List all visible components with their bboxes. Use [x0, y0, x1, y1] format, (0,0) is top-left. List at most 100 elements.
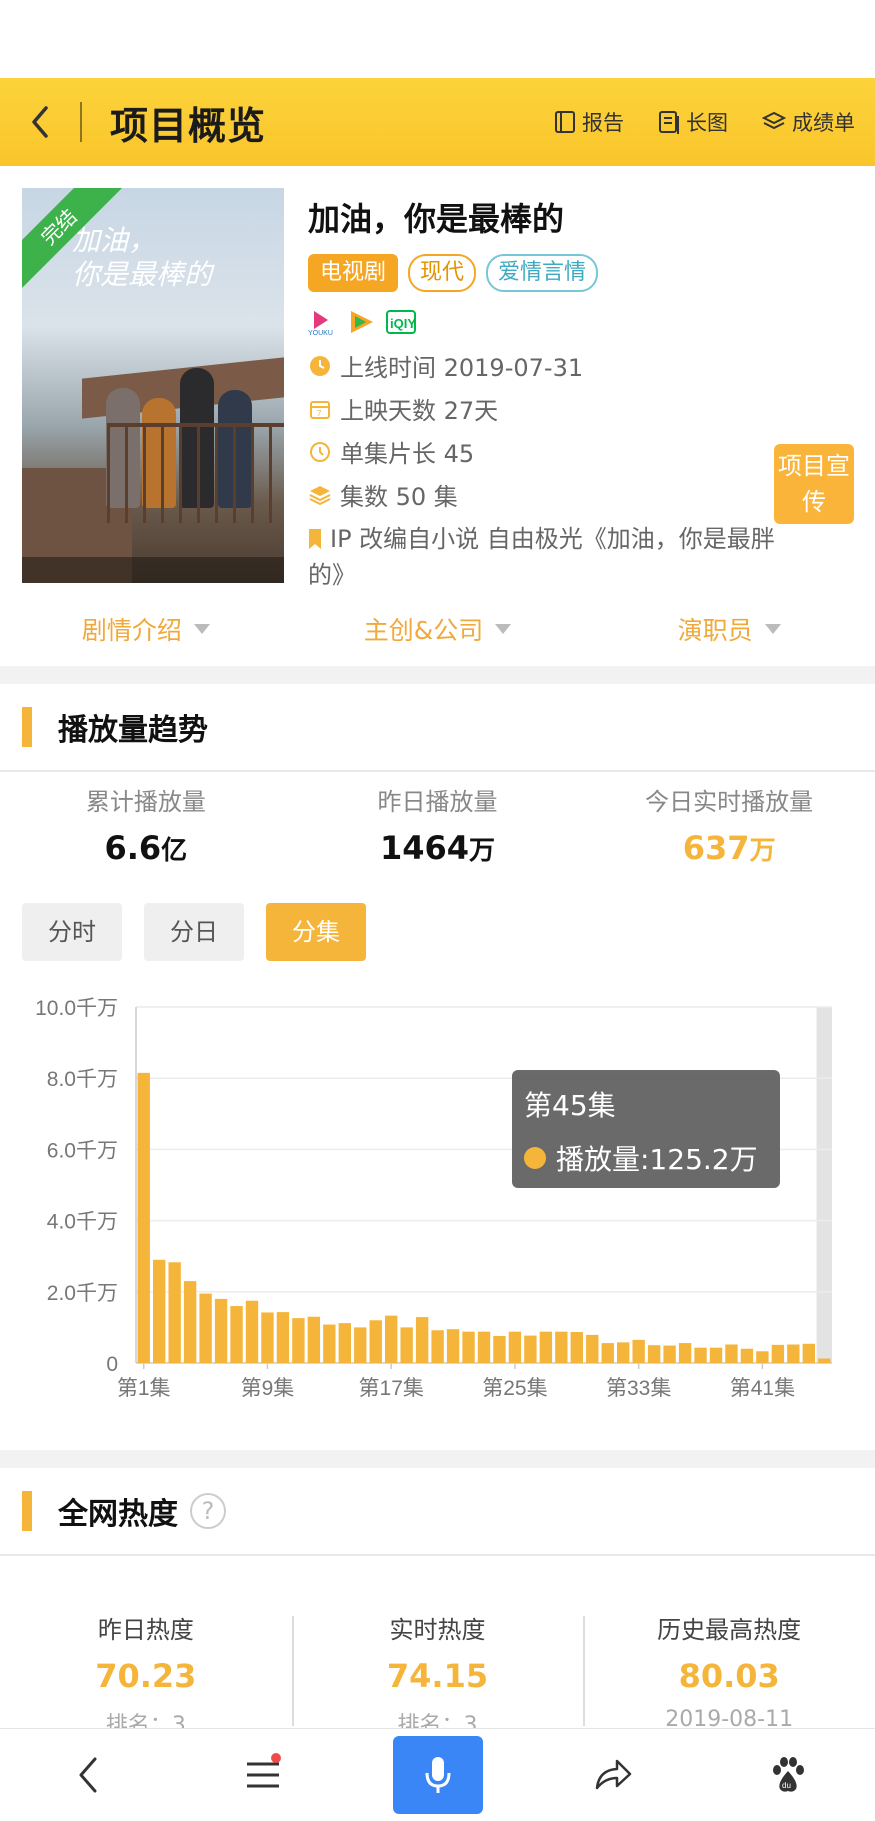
tab-daily[interactable]: 分日 — [144, 903, 244, 961]
long-image-button[interactable]: 长图 — [658, 107, 728, 137]
youku-icon[interactable]: YOUKU — [308, 308, 336, 336]
duration-row: 单集片长 45 — [308, 430, 583, 473]
tag-tv-series[interactable]: 电视剧 — [308, 254, 399, 292]
heat-section-title: 全网热度 — [58, 1497, 178, 1532]
bar — [214, 1298, 228, 1363]
cast-label: 演职员 — [677, 616, 753, 645]
back-button[interactable] — [0, 78, 80, 166]
svg-text:du: du — [782, 1781, 791, 1790]
total-plays-label: 累计播放量 — [85, 788, 206, 816]
section-gap — [0, 1450, 875, 1468]
bar — [415, 1317, 429, 1363]
long-image-label: 长图 — [686, 111, 728, 135]
heat-stats: 昨日热度 70.23 排名：3 实时热度 74.15 排名：3 历史最高热度 8… — [0, 1600, 875, 1738]
nav-voice[interactable] — [350, 1729, 525, 1821]
section-accent — [22, 1491, 32, 1531]
long-image-icon — [659, 111, 679, 134]
tab-by-episode[interactable]: 分集 — [266, 903, 366, 961]
episode-bar-chart[interactable]: 0 2.0千万 4.0千万 6.0千万 8.0千万 10.0千万 第1集 第9集 第17集 第25… — [0, 985, 875, 1415]
tencent-video-icon[interactable] — [346, 308, 376, 336]
nav-share[interactable] — [525, 1729, 700, 1821]
transcript-icon — [762, 111, 786, 130]
ip-source-text: IP 改编自小说 自由极光《加油，你是最胖的》 — [308, 525, 775, 589]
yesterday-heat-label: 昨日热度 — [97, 1616, 194, 1644]
bar — [771, 1344, 785, 1363]
report-button[interactable]: 报告 — [554, 107, 624, 137]
header-divider — [80, 102, 82, 142]
bar — [369, 1320, 382, 1363]
project-promo-button[interactable]: 项目宣传 — [774, 444, 854, 524]
release-date-row: 上线时间 2019-07-31 — [308, 344, 583, 387]
detail-expanders: 剧情介绍 主创&公司 演职员 — [0, 596, 875, 662]
y-tick-label: 8.0千万 — [47, 1068, 118, 1091]
back-icon — [79, 1757, 96, 1793]
poster-image[interactable]: 加油， 你是最棒的 完结 — [22, 188, 284, 583]
cast-toggle[interactable]: 演职员 — [583, 596, 875, 662]
microphone-icon — [425, 1757, 450, 1793]
transcript-button[interactable]: 成绩单 — [762, 107, 855, 137]
bar — [678, 1343, 692, 1363]
granularity-tabs: 分时 分日 分集 — [22, 903, 366, 961]
bar — [570, 1332, 583, 1363]
yesterday-plays-unit: 万 — [469, 836, 496, 866]
today-plays-unit: 万 — [749, 836, 776, 866]
voice-search-button[interactable] — [392, 1736, 483, 1814]
bar — [787, 1344, 800, 1363]
tooltip-value: 播放量:125.2万 — [556, 1143, 758, 1176]
nav-menu[interactable] — [175, 1729, 350, 1821]
iqiyi-icon[interactable]: iQIY — [386, 309, 416, 335]
bookmark-icon — [309, 529, 321, 549]
bar — [617, 1342, 630, 1363]
share-icon — [595, 1759, 631, 1790]
bar — [508, 1331, 522, 1363]
creators-toggle[interactable]: 主创&公司 — [292, 596, 584, 662]
report-label: 报告 — [582, 111, 624, 135]
x-tick-label: 第17集 — [359, 1377, 424, 1400]
total-plays-unit: 亿 — [161, 836, 188, 866]
project-name: 加油，你是最棒的 — [308, 200, 565, 238]
ip-source: IP 改编自小说 自由极光《加油，你是最胖的》 — [308, 521, 788, 593]
synopsis-toggle[interactable]: 剧情介绍 — [0, 596, 292, 662]
bar — [385, 1315, 398, 1363]
total-plays-value: 6.6 — [104, 829, 162, 867]
bar — [153, 1259, 166, 1363]
section-gap — [0, 666, 875, 684]
tab-hourly[interactable]: 分时 — [22, 903, 122, 961]
bar — [740, 1348, 754, 1363]
bar — [586, 1334, 599, 1363]
x-tick-label: 第25集 — [482, 1377, 547, 1400]
yesterday-heat: 昨日热度 70.23 排名：3 — [0, 1600, 292, 1738]
days-row: 7 上映天数 27天 — [308, 387, 583, 430]
bar — [694, 1347, 707, 1363]
baidu-paw-icon: du — [772, 1757, 804, 1792]
help-icon[interactable]: ? — [190, 1493, 226, 1529]
poster-title-art: 加油， 你是最棒的 — [72, 224, 213, 291]
bar — [601, 1343, 614, 1363]
menu-icon — [246, 1762, 279, 1788]
days-on-air: 上映天数 27天 — [340, 397, 499, 425]
bar — [168, 1262, 181, 1363]
bar — [524, 1335, 537, 1363]
nav-baidu[interactable]: du — [700, 1729, 875, 1821]
tooltip-title: 第45集 — [524, 1089, 616, 1122]
tag-romance[interactable]: 爱情言情 — [486, 254, 599, 292]
synopsis-label: 剧情介绍 — [81, 616, 182, 645]
poster-railing — [107, 423, 284, 523]
episodes-row: 集数 50 集 — [308, 473, 583, 516]
release-date: 上线时间 2019-07-31 — [340, 354, 584, 382]
bar — [555, 1331, 568, 1363]
poster-credits-strip — [22, 557, 284, 583]
bar — [647, 1345, 661, 1363]
bar — [818, 1358, 831, 1363]
bar — [323, 1324, 336, 1363]
nav-back[interactable] — [0, 1729, 175, 1821]
bar — [477, 1331, 491, 1363]
bar — [539, 1331, 553, 1363]
tag-modern[interactable]: 现代 — [408, 254, 477, 292]
yesterday-heat-value: 70.23 — [95, 1657, 197, 1695]
peak-heat-value: 80.03 — [678, 1657, 780, 1695]
svg-text:7: 7 — [317, 409, 322, 418]
report-icon — [555, 111, 575, 133]
bar — [261, 1312, 274, 1363]
